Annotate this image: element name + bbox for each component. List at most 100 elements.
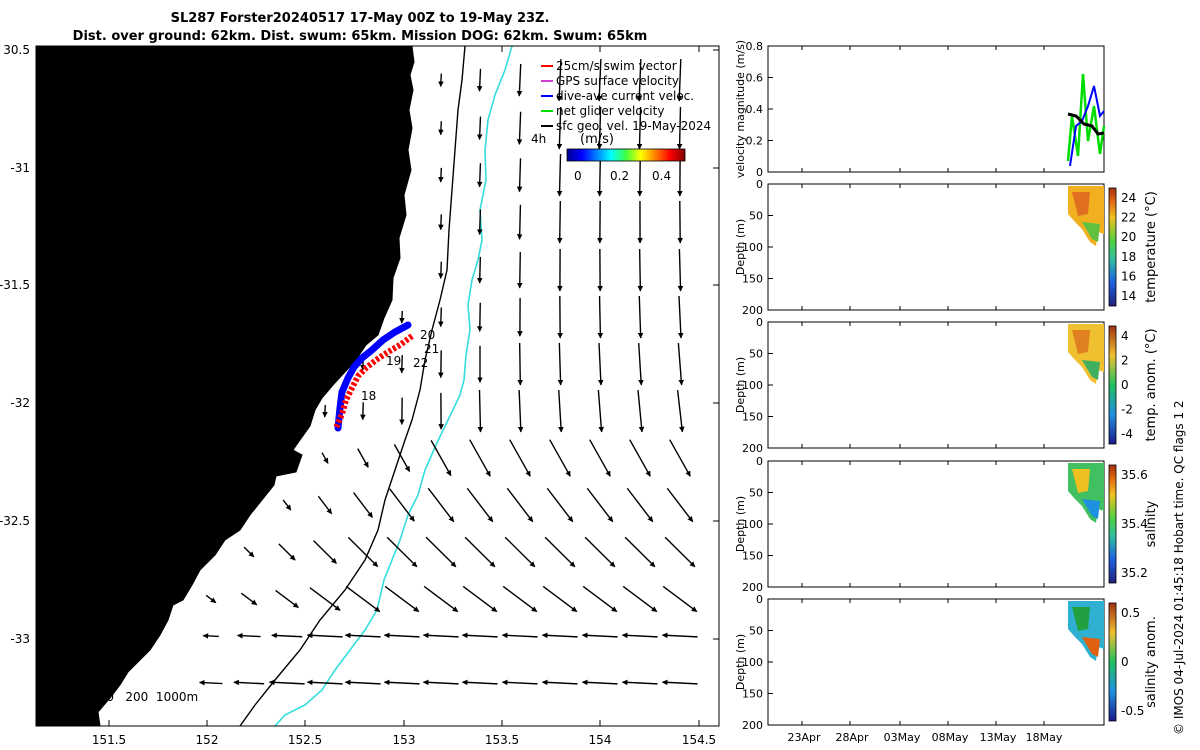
panel-ytick-label: 200 xyxy=(742,581,763,594)
velocity-arrow xyxy=(352,492,374,518)
velocity-arrow xyxy=(321,452,329,464)
day-label: 20 xyxy=(420,328,435,342)
velocity-arrow xyxy=(383,632,420,639)
panel-ytick-label: 0.8 xyxy=(746,40,764,53)
panel-ytick-label: 0 xyxy=(756,316,763,329)
lon-tick-label: 151.5 xyxy=(92,733,126,747)
date-tick-label: 28Apr xyxy=(835,731,869,744)
map-area: 20 21 19 22 18 isobaths: 0 200 1000m 25c… xyxy=(36,46,719,726)
lat-tick-label: -32.5 xyxy=(0,514,30,528)
panel-ylabel: velocity magnitude (m/s) xyxy=(734,40,747,178)
map-colorbar-tick: 0.4 xyxy=(652,169,671,183)
velocity-arrow xyxy=(502,585,538,613)
velocity-arrow xyxy=(461,632,498,639)
panel-ytick-label: 100 xyxy=(742,518,763,531)
panel-ylabel: Depth (m) xyxy=(734,357,747,413)
velocity-arrow xyxy=(544,536,576,568)
day-label: 21 xyxy=(424,342,439,356)
panel-ytick-label: 50 xyxy=(749,487,763,500)
panel-salinity: 0 50 100 150 200 Depth (m) 35.6 35.4 35.2 salinit… xyxy=(734,455,1159,594)
panel-ytick-label: 0.6 xyxy=(746,72,764,85)
panel-ytick-label: 200 xyxy=(742,304,763,317)
velocity-arrow xyxy=(676,58,683,102)
panel-colorbar xyxy=(1108,187,1117,307)
velocity-arrow xyxy=(637,248,644,292)
panel-ytick-label: 150 xyxy=(742,411,763,424)
velocity-arrow xyxy=(509,439,531,477)
profile-patch xyxy=(1082,360,1100,380)
map-colorbar-tick: 0.2 xyxy=(610,169,629,183)
velocity-arrow xyxy=(313,540,337,564)
panel-ylabel: Depth (m) xyxy=(734,496,747,552)
velocity-arrow xyxy=(517,389,524,433)
lon-tick-label: 152 xyxy=(196,733,219,747)
colorbar-tick-label: 4 xyxy=(1121,329,1129,343)
lat-tick-label: 30.5 xyxy=(3,43,30,57)
lon-tick-label: 153.5 xyxy=(485,733,519,747)
map-title-line-2: Dist. over ground: 62km. Dist. swum: 65k… xyxy=(72,29,648,44)
map-longitude-ticks: 151.5 152 152.5 153 153.5 154 154.5 xyxy=(92,46,716,747)
panel-ytick-label: 50 xyxy=(749,348,763,361)
velocity-arrow xyxy=(517,342,524,386)
panel-ytick-label: 150 xyxy=(742,550,763,563)
lon-tick-label: 153 xyxy=(393,733,416,747)
velocity-arrow xyxy=(271,632,303,639)
velocity-arrow xyxy=(586,487,614,523)
velocity-arrow xyxy=(306,632,343,639)
velocity-arrow xyxy=(425,536,457,568)
velocity-arrow xyxy=(461,679,498,686)
velocity-arrow xyxy=(469,439,491,477)
velocity-arrow xyxy=(661,632,698,639)
velocity-arrow xyxy=(275,589,299,609)
lon-tick-label: 152.5 xyxy=(288,733,322,747)
panel-ytick-label: 0 xyxy=(756,593,763,606)
colorbar-label: salinity xyxy=(1144,500,1159,547)
velocity-arrow xyxy=(556,200,563,244)
velocity-arrow xyxy=(669,439,691,477)
map-colorbar xyxy=(566,148,686,162)
profile-patch xyxy=(1072,607,1090,631)
arrow-scale-label: 4h xyxy=(531,132,546,146)
legend-net-velocity: net glider velocity xyxy=(556,104,664,118)
lat-tick-label: -32 xyxy=(10,396,30,410)
velocity-arrow xyxy=(676,390,685,433)
velocity-arrow xyxy=(306,679,343,686)
colorbar-tick-label: 35.6 xyxy=(1121,468,1148,482)
colorbar-tick-label: 35.2 xyxy=(1121,566,1148,580)
velocity-arrow xyxy=(516,252,523,289)
velocity-arrow xyxy=(466,487,494,523)
panel-temp_anom: 0 50 100 150 200 Depth (m) 4 2 0 -2 -4 temp. anom. … xyxy=(734,316,1159,455)
velocity-arrow xyxy=(637,342,644,386)
colorbar-tick-label: 24 xyxy=(1121,191,1136,205)
colorbar-label: temp. anom. (°C) xyxy=(1144,328,1159,441)
panel-ytick-label: 0 xyxy=(756,166,763,179)
velocity-arrow xyxy=(357,448,369,468)
date-tick-label: 13May xyxy=(980,731,1017,744)
velocity-arrow xyxy=(202,633,219,639)
colorbar-tick-label: 20 xyxy=(1121,230,1136,244)
legend-gps-velocity: GPS surface velocity xyxy=(556,74,679,88)
velocity-arrow xyxy=(477,302,483,332)
glider-track xyxy=(333,321,414,432)
map-title-line-1: SL287 Forster20240517 17-May 00Z to 19-M… xyxy=(170,11,550,26)
colorbar-tick-label: -2 xyxy=(1121,403,1133,417)
velocity-arrow xyxy=(596,58,603,102)
isobath-legend: isobaths: 0 200 1000m xyxy=(48,690,198,704)
velocity-arrow xyxy=(541,679,578,686)
panel-ytick-label: 200 xyxy=(742,442,763,455)
velocity-arrow xyxy=(677,295,684,339)
velocity-arrow xyxy=(430,440,452,477)
velocity-arrow xyxy=(268,679,305,686)
velocity-arrow xyxy=(621,632,658,639)
velocity-arrow xyxy=(399,355,405,374)
velocity-arrow xyxy=(501,632,538,639)
velocity-arrow xyxy=(347,536,379,568)
velocity-arrow xyxy=(278,543,296,561)
velocity-arrow xyxy=(581,632,618,639)
velocity-arrow xyxy=(389,488,415,522)
velocity-arrow xyxy=(464,536,496,568)
colorbar-tick-label: -4 xyxy=(1121,427,1133,441)
